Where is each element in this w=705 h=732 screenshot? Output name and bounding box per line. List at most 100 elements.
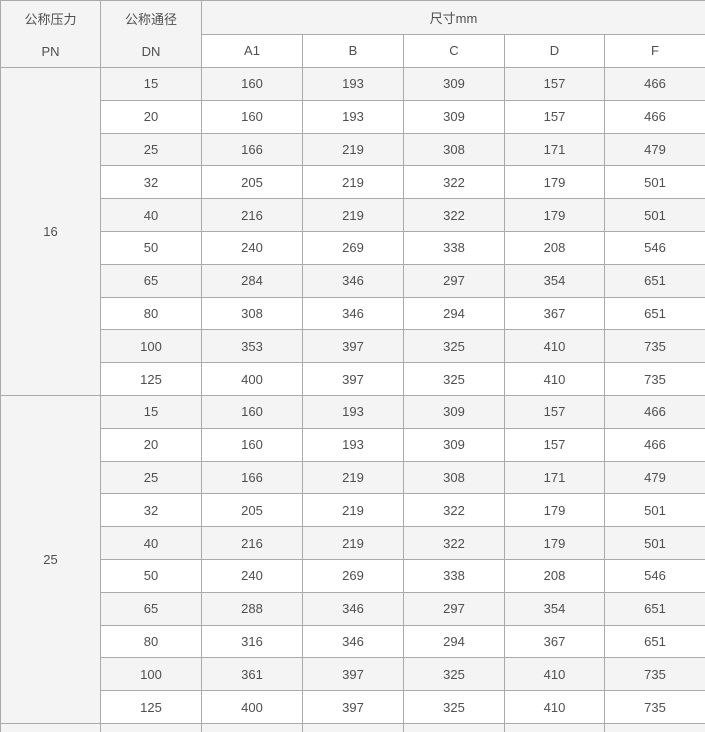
cell-d: 157 [504, 427, 605, 462]
cell-d: 179 [504, 526, 605, 560]
header-cell-d: D [504, 33, 605, 68]
cell-f: 501 [604, 198, 705, 232]
cell-partial [403, 722, 505, 732]
header-pn-abbr: PN [41, 44, 60, 59]
cell-b: 193 [302, 427, 404, 462]
cell-c: 309 [403, 394, 505, 429]
cell-a1: 308 [201, 296, 303, 331]
cell-f: 651 [604, 263, 705, 298]
cell-d: 179 [504, 198, 605, 232]
cell-a1: 400 [201, 362, 303, 396]
cell-f: 479 [604, 132, 705, 167]
cell-b: 193 [302, 394, 404, 429]
cell-b: 346 [302, 263, 404, 298]
table-row: 100 353 397 325 410 735 [1, 329, 705, 364]
cell-d: 157 [504, 99, 605, 134]
cell-dn: 15 [100, 394, 202, 429]
cell-a1: 160 [201, 394, 303, 429]
cell-a1: 288 [201, 591, 303, 626]
cell-dn: 65 [100, 263, 202, 298]
cell-dn: 80 [100, 296, 202, 331]
cell-f: 735 [604, 657, 705, 692]
cell-c: 309 [403, 99, 505, 134]
cell-b: 346 [302, 624, 404, 659]
header-cell-a1: A1 [201, 33, 303, 68]
cell-a1: 205 [201, 165, 303, 200]
cell-f: 651 [604, 591, 705, 626]
cell-partial [504, 722, 605, 732]
cell-d: 354 [504, 263, 605, 298]
cell-dn: 15 [100, 67, 202, 101]
header-dn-abbr: DN [141, 44, 161, 59]
table-row: 32 205 219 322 179 501 [1, 165, 705, 200]
header-cell-dn: 公称通径 DN [100, 0, 202, 68]
cell-dn: 100 [100, 329, 202, 364]
cell-d: 367 [504, 624, 605, 659]
cell-d: 410 [504, 329, 605, 364]
table-row: 25 15 160 193 309 157 466 [0, 394, 705, 724]
cell-b: 219 [302, 526, 404, 560]
pn-group-cell: 25 [0, 394, 101, 724]
cell-dn: 65 [100, 591, 202, 626]
header-cell-pn: 公称压力 PN [0, 0, 101, 68]
cell-f: 546 [604, 558, 705, 593]
header-row-sub: A1 B C D F [1, 33, 705, 68]
table-row: 65 284 346 297 354 651 [1, 263, 705, 298]
table-row: 25 166 219 308 171 479 [1, 132, 705, 167]
table-row: 125 400 397 325 410 735 [1, 362, 705, 396]
cell-b: 346 [302, 296, 404, 331]
cell-dn: 32 [100, 165, 202, 200]
table-row: 32 205 219 322 179 501 [1, 493, 705, 528]
header-row-top: 公称压力 PN 公称通径 DN 尺寸mm [0, 0, 705, 68]
cell-f: 479 [604, 460, 705, 495]
cell-dn: 125 [100, 690, 202, 724]
cell-d: 208 [504, 558, 605, 593]
cell-dn: 50 [100, 558, 202, 593]
cell-partial [100, 722, 202, 732]
table-row: 50 240 269 338 208 546 [1, 558, 705, 593]
cell-a1: 284 [201, 263, 303, 298]
cell-f: 501 [604, 165, 705, 200]
cell-partial [0, 722, 101, 732]
cell-partial [201, 722, 303, 732]
cell-a1: 166 [201, 460, 303, 495]
cell-a1: 400 [201, 690, 303, 724]
cell-a1: 316 [201, 624, 303, 659]
cell-f: 466 [604, 99, 705, 134]
cell-b: 397 [302, 657, 404, 692]
cell-a1: 160 [201, 427, 303, 462]
cell-d: 157 [504, 67, 605, 101]
pn-group-cell: 16 [0, 67, 101, 396]
table-row: 80 316 346 294 367 651 [1, 624, 705, 659]
cell-a1: 166 [201, 132, 303, 167]
cell-f: 466 [604, 427, 705, 462]
cell-b: 397 [302, 329, 404, 364]
cell-partial [604, 722, 705, 732]
cell-b: 193 [302, 99, 404, 134]
cell-c: 322 [403, 198, 505, 232]
cell-a1: 160 [201, 99, 303, 134]
cell-c: 308 [403, 460, 505, 495]
cell-b: 219 [302, 493, 404, 528]
cell-d: 208 [504, 230, 605, 265]
cell-f: 501 [604, 493, 705, 528]
cell-d: 367 [504, 296, 605, 331]
table-body: 16 15 160 193 309 157 466 20 160 193 309 157 466 25 16… [0, 67, 705, 732]
cell-d: 157 [504, 394, 605, 429]
cell-b: 346 [302, 591, 404, 626]
header-cell-size-group: 尺寸mm [201, 0, 705, 35]
cell-f: 501 [604, 526, 705, 560]
cell-dn: 20 [100, 427, 202, 462]
cell-c: 308 [403, 132, 505, 167]
cell-d: 410 [504, 657, 605, 692]
cell-a1: 240 [201, 230, 303, 265]
header-cell-f: F [604, 33, 705, 68]
cell-b: 397 [302, 362, 404, 396]
cell-c: 309 [403, 427, 505, 462]
cell-c: 294 [403, 296, 505, 331]
cell-f: 735 [604, 690, 705, 724]
cell-c: 322 [403, 493, 505, 528]
cell-b: 397 [302, 690, 404, 724]
cell-d: 171 [504, 132, 605, 167]
